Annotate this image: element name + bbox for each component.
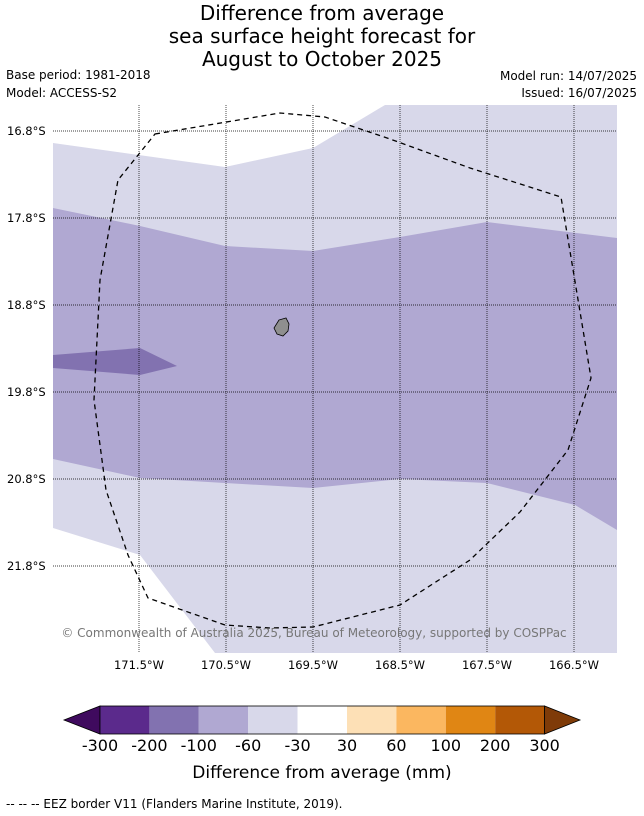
- colorbar-swatch: [149, 706, 199, 734]
- base-period: Base period: 1981-2018: [6, 68, 151, 82]
- eez-footnote: -- -- -- EEZ border V11 (Flanders Marine…: [6, 797, 343, 811]
- title-line-3: August to October 2025: [201, 47, 443, 71]
- colorbar-tick-label: 200: [480, 736, 511, 755]
- copyright-notice: © Commonwealth of Australia 2025, Bureau…: [61, 626, 566, 640]
- issued-date: Issued: 16/07/2025: [521, 86, 637, 100]
- lat-label: 21.8°S: [7, 559, 46, 573]
- band-minus-60: [53, 208, 617, 530]
- map-fill-layers: [53, 105, 617, 653]
- colorbar-tick-label: 30: [337, 736, 357, 755]
- colorbar-tick-label: -300: [82, 736, 118, 755]
- colorbar-title: Difference from average (mm): [192, 763, 451, 783]
- lat-label: 16.8°S: [7, 124, 46, 138]
- title-line-2: sea surface height forecast for: [168, 24, 476, 48]
- lon-label: 169.5°W: [288, 658, 338, 672]
- lon-label: 166.5°W: [549, 658, 599, 672]
- colorbar-tick-label: -100: [181, 736, 217, 755]
- island-shape: [273, 317, 290, 337]
- eez-border: [93, 112, 592, 629]
- graticule: [53, 105, 617, 653]
- colorbar-swatch: [347, 706, 397, 734]
- colorbar-swatch: [248, 706, 298, 734]
- colorbar-extend-high: [544, 705, 582, 735]
- colorbar-swatch: [100, 706, 150, 734]
- colorbar-tick-label: -60: [235, 736, 261, 755]
- colorbar: [62, 705, 582, 735]
- lat-label: 18.8°S: [7, 298, 46, 312]
- lon-label: 168.5°W: [375, 658, 425, 672]
- colorbar-outline: [99, 705, 546, 735]
- colorbar-tick-label: -200: [131, 736, 167, 755]
- model-name: Model: ACCESS-S2: [6, 86, 118, 100]
- lon-label: 167.5°W: [462, 658, 512, 672]
- colorbar-swatch: [445, 706, 496, 734]
- lat-label: 19.8°S: [7, 385, 46, 399]
- title-line-1: Difference from average: [199, 1, 445, 25]
- colorbar-tick-label: 300: [529, 736, 560, 755]
- colorbar-tick-label: 60: [386, 736, 406, 755]
- colorbar-swatch: [495, 706, 545, 734]
- lat-label: 20.8°S: [7, 472, 46, 486]
- lon-label: 170.5°W: [201, 658, 251, 672]
- colorbar-swatch: [198, 706, 249, 734]
- colorbar-tick-label: -30: [285, 736, 311, 755]
- lat-label: 17.8°S: [7, 211, 46, 225]
- colorbar-extend-low: [62, 705, 101, 735]
- colorbar-swatch: [297, 706, 347, 734]
- lon-label: 171.5°W: [114, 658, 164, 672]
- colorbar-swatch: [396, 706, 446, 734]
- band-minus-100: [53, 348, 177, 375]
- model-run: Model run: 14/07/2025: [499, 69, 637, 83]
- colorbar-tick-label: 100: [431, 736, 462, 755]
